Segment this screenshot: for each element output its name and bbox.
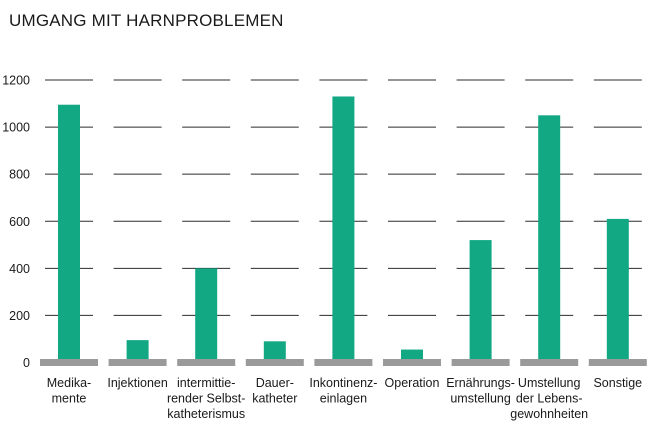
bar-injektionen: [126, 340, 149, 359]
baseline-band: [177, 359, 236, 366]
y-tick-label-800: 800: [9, 168, 30, 182]
baseline-band: [108, 359, 167, 366]
category-label: Inkontinenz-einlagen: [309, 376, 377, 406]
bars-layer: [58, 96, 629, 360]
y-axis-ticks: 0 200 400 600 800 1000 1200: [2, 74, 30, 371]
category-label: Medika-mente: [47, 376, 91, 406]
bar-sonstige: [606, 218, 629, 359]
baseline-layer: [40, 359, 647, 366]
bar-operation: [401, 349, 423, 359]
bar-umstellungderlebensgewohnheiten: [538, 115, 561, 359]
category-label: Operation: [385, 376, 440, 390]
baseline-band: [245, 359, 304, 366]
y-tick-label-0: 0: [23, 356, 30, 370]
y-tick-label-1200: 1200: [2, 74, 30, 88]
category-label: Sonstige: [593, 376, 642, 390]
category-label: Injektionen: [107, 376, 168, 390]
bar-medikamente: [58, 104, 80, 359]
chart-title: UMGANG MIT HARNPROBLEMEN: [9, 11, 284, 30]
baseline-band: [40, 359, 98, 366]
y-tick-label-400: 400: [9, 262, 30, 276]
y-tick-label-1000: 1000: [2, 121, 30, 135]
category-label: Dauer-katheter: [252, 376, 297, 406]
baseline-band: [520, 359, 579, 366]
baseline-band: [314, 359, 373, 366]
category-label: Umstellung der Lebens-gewohnheiten: [510, 376, 588, 421]
category-label: Ernährungs-umstellung: [446, 376, 515, 406]
bar-ernährungsumstellung: [469, 240, 492, 359]
bar-intermittierenderselbstkatheterismus: [195, 268, 218, 359]
bar-inkontinenzeinlagen: [332, 96, 355, 360]
baseline-band: [383, 359, 441, 366]
baseline-band: [451, 359, 510, 366]
bar-dauerkatheter: [263, 341, 286, 359]
y-tick-label-600: 600: [9, 215, 30, 229]
baseline-band: [588, 359, 647, 366]
x-axis-labels: Medika-mente Injektionen intermittie-rende…: [47, 376, 642, 421]
y-tick-label-200: 200: [9, 309, 30, 323]
category-label: intermittie-render Selbst-katheterismus: [167, 376, 246, 421]
